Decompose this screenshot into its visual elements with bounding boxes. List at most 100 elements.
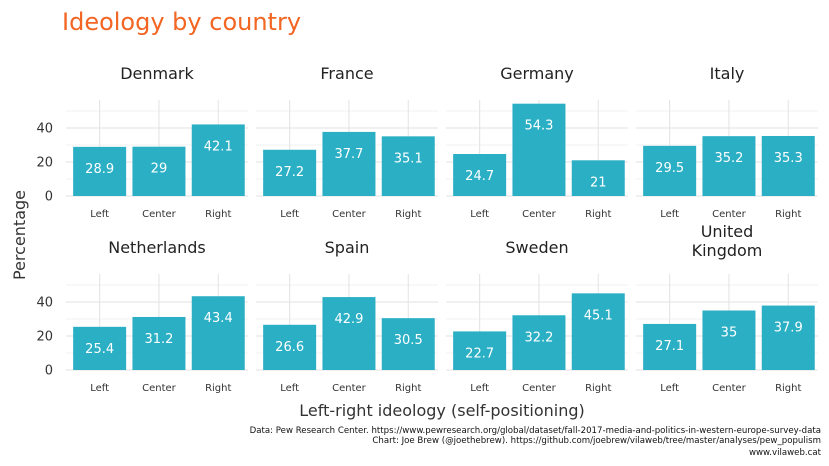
x-tick-sweden-center: Center [522,383,557,394]
caption-line-3: www.vilaweb.cat [749,448,822,458]
bar-netherlands-left [73,326,127,370]
bar-label-united-kingdom-left: 27.1 [655,339,684,354]
bar-spain-left [263,324,317,370]
bar-label-united-kingdom-right: 37.9 [774,321,803,336]
y-axis-title: Percentage [10,190,29,280]
bar-denmark-center [132,146,186,196]
y-tick-40: 40 [36,296,53,311]
bar-germany-right [571,160,625,196]
caption-line-1: Data: Pew Research Center. https://www.p… [250,426,821,436]
facet-title-sweden: Sweden [505,238,568,257]
facet-united-kingdom: United Kingdom 27.1 Left 35 Center 37.9 Right [636,222,818,394]
bar-spain-center [322,297,376,370]
bar-sweden-right [571,293,625,370]
facet-denmark: Denmark 28.9 Left 29 Center 42.1 Right 0 20 40 [36,64,248,220]
bar-label-united-kingdom-center: 35 [721,326,738,341]
bar-france-center [322,131,376,196]
bar-label-sweden-center: 32.2 [524,330,553,345]
bar-germany-left [453,154,507,196]
x-axis-title: Left-right ideology (self-positioning) [299,401,585,420]
x-tick-france-right: Right [395,209,421,220]
bar-sweden-left [453,331,507,370]
bar-italy-left [643,145,697,196]
bar-netherlands-right [191,296,245,370]
facets: Denmark 28.9 Left 29 Center 42.1 Right 0 20 40 Fra… [36,64,818,394]
bar-label-germany-right: 21 [590,175,607,190]
x-tick-denmark-center: Center [142,209,177,220]
x-tick-netherlands-center: Center [142,383,177,394]
bar-denmark-right [191,124,245,196]
bar-label-germany-left: 24.7 [465,169,494,184]
bar-label-france-center: 37.7 [334,147,363,162]
facet-title-netherlands: Netherlands [108,238,206,257]
bar-united-kingdom-right [761,305,815,370]
facet-sweden: Sweden 22.7 Left 32.2 Center 45.1 Right [446,238,628,394]
x-tick-spain-center: Center [332,383,367,394]
bar-label-denmark-right: 42.1 [204,139,233,154]
x-tick-netherlands-left: Left [90,383,109,394]
bar-label-italy-center: 35.2 [714,151,743,166]
x-tick-germany-right: Right [585,209,611,220]
facet-title-spain: Spain [325,238,370,257]
x-tick-united-kingdom-center: Center [712,383,747,394]
y-tick-0: 0 [45,190,53,205]
bar-label-spain-center: 42.9 [334,312,363,327]
facet-title-denmark: Denmark [120,64,194,83]
facet-title-italy: Italy [710,64,745,83]
bar-label-spain-right: 30.5 [394,333,423,348]
bar-denmark-left [73,146,127,196]
x-tick-italy-left: Left [660,209,679,220]
bar-label-italy-right: 35.3 [774,151,803,166]
facet-netherlands: Netherlands 25.4 Left 31.2 Center 43.4 Right 0 2… [36,238,248,394]
y-tick-20: 20 [36,330,53,345]
facet-france: France 27.2 Left 37.7 Center 35.1 Right [256,64,438,220]
y-tick-20: 20 [36,156,53,171]
x-tick-germany-left: Left [470,209,489,220]
bar-label-italy-left: 29.5 [655,161,684,176]
facet-italy: Italy 29.5 Left 35.2 Center 35.3 Right [636,64,818,220]
facet-title-france: France [320,64,373,83]
bar-label-denmark-left: 28.9 [85,162,114,177]
x-tick-france-center: Center [332,209,367,220]
facet-title-germany: Germany [500,64,574,83]
facet-title-united-kingdom: United Kingdom [692,222,763,260]
bar-united-kingdom-center [702,310,756,370]
bar-label-spain-left: 26.6 [275,340,304,355]
bar-germany-center [512,103,566,196]
bar-italy-right [761,135,815,196]
bar-sweden-center [512,315,566,370]
x-tick-denmark-left: Left [90,209,109,220]
bar-spain-right [381,318,435,370]
chart-title: Ideology by country [62,8,301,36]
x-tick-italy-center: Center [712,209,747,220]
bar-label-netherlands-right: 43.4 [204,311,233,326]
x-tick-united-kingdom-left: Left [660,383,679,394]
bar-label-france-left: 27.2 [275,165,304,180]
x-tick-netherlands-right: Right [205,383,231,394]
x-tick-sweden-right: Right [585,383,611,394]
x-tick-spain-right: Right [395,383,421,394]
x-tick-france-left: Left [280,209,299,220]
x-tick-sweden-left: Left [470,383,489,394]
bar-label-denmark-center: 29 [151,162,168,177]
x-tick-united-kingdom-right: Right [775,383,801,394]
bar-label-france-right: 35.1 [394,151,423,166]
bar-label-netherlands-center: 31.2 [144,332,173,347]
bar-label-netherlands-left: 25.4 [85,342,114,357]
y-tick-40: 40 [36,122,53,137]
y-tick-0: 0 [45,364,53,379]
x-tick-denmark-right: Right [205,209,231,220]
bar-label-sweden-right: 45.1 [584,308,613,323]
bar-france-left [263,149,317,196]
caption-line-2: Chart: Joe Brew (@joethebrew). https://g… [372,436,821,446]
x-tick-italy-right: Right [775,209,801,220]
bar-italy-center [702,136,756,196]
facet-spain: Spain 26.6 Left 42.9 Center 30.5 Right [256,238,438,394]
caption: Data: Pew Research Center. https://www.p… [250,426,822,458]
bar-united-kingdom-left [643,323,697,370]
x-tick-spain-left: Left [280,383,299,394]
bar-france-right [381,136,435,196]
bar-label-germany-center: 54.3 [524,119,553,134]
bar-netherlands-center [132,316,186,370]
bar-label-sweden-left: 22.7 [465,346,494,361]
